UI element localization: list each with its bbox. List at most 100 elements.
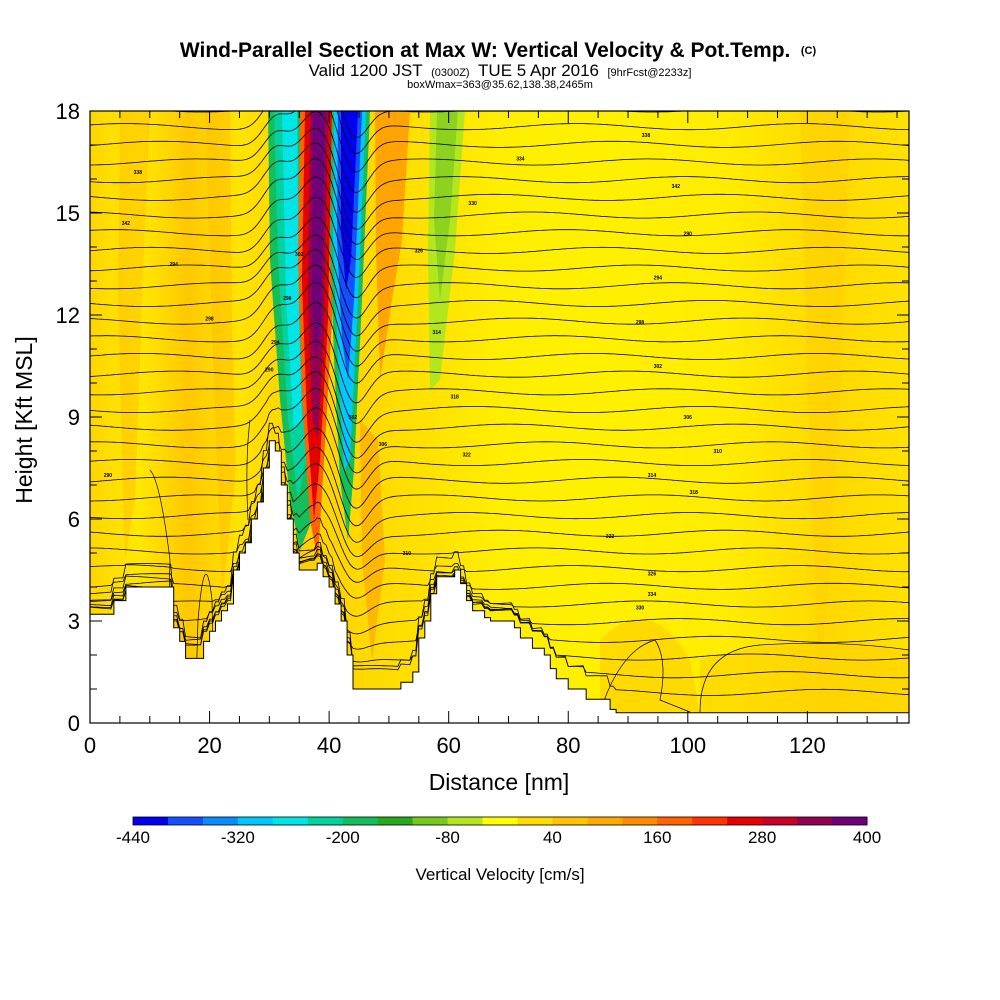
- colorbar-labels: -440 -320 -200 -80 40 160 280 400: [116, 828, 881, 847]
- colorbar-swatch: [307, 817, 344, 825]
- colorbar-swatch: [412, 817, 449, 825]
- theta-contour-label: 294: [271, 340, 280, 346]
- chart-title-group: Wind-Parallel Section at Max W: Vertical…: [180, 39, 817, 91]
- x-tick-label: 120: [789, 733, 826, 758]
- theta-contour-label: 314: [433, 330, 442, 336]
- theta-contour-label: 330: [636, 605, 645, 611]
- theta-contour-label: 298: [283, 296, 292, 302]
- velocity-contours: [149, 419, 909, 713]
- colorbar: [132, 816, 868, 826]
- x-tick-label: 100: [669, 733, 706, 758]
- theta-contour-line: [90, 322, 909, 404]
- y-tick-label: 6: [68, 507, 80, 532]
- theta-contour-line: [90, 249, 909, 337]
- theta-contour-line: [90, 476, 909, 650]
- chart-box-info: boxWmax=363@35.62,138.38,2465m: [407, 79, 593, 91]
- theta-contour-line: [90, 494, 909, 599]
- theta-contour-line: [90, 371, 909, 459]
- theta-contour-label: 290: [104, 473, 113, 479]
- theta-contour-line: [90, 111, 909, 194]
- colorbar-swatch: [342, 817, 379, 825]
- velocity-contour: [194, 574, 215, 713]
- theta-contour-label: 326: [415, 248, 424, 254]
- y-tick-label: 0: [68, 711, 80, 736]
- axis-ticks: [89, 110, 909, 724]
- y-tick-label: 15: [56, 201, 80, 226]
- x-tick-label: 60: [436, 733, 460, 758]
- y-tick-label: 18: [56, 99, 80, 124]
- theta-contour-label: 298: [636, 320, 645, 326]
- y-tick-labels: 0 3 6 9 12 15 18: [56, 99, 80, 736]
- weak-updraft-patch: [205, 111, 236, 600]
- downdraft-band: [282, 111, 302, 430]
- theta-contour-label: 302: [295, 252, 304, 258]
- theta-contour-label: 318: [690, 490, 699, 496]
- theta-contour-line: [90, 234, 909, 319]
- terrain: [90, 440, 909, 723]
- y-tick-label: 3: [68, 609, 80, 634]
- theta-contour-label: 294: [170, 262, 179, 268]
- downdraft-band-core: [434, 111, 458, 300]
- colorbar-label: -80: [435, 828, 460, 847]
- theta-contour-label: 306: [379, 442, 388, 448]
- colorbar-swatch: [657, 817, 693, 825]
- theta-contour-line: [90, 196, 909, 279]
- velocity-contour: [149, 469, 171, 641]
- weak-updraft-patch: [118, 111, 150, 560]
- colorbar-swatch: [202, 817, 239, 825]
- colorbar-swatch: [727, 817, 763, 825]
- theta-contour-line: [90, 447, 909, 527]
- colorbar-swatch: [482, 817, 518, 825]
- theta-contour-line: [90, 111, 909, 173]
- colorbar-swatch: [552, 817, 588, 825]
- x-axis-label: Distance [nm]: [429, 769, 570, 795]
- theta-contour-label: 322: [462, 452, 471, 458]
- x-tick-label: 0: [84, 733, 96, 758]
- theta-contour-label: 326: [648, 571, 657, 577]
- theta-contour-label: 290: [684, 231, 693, 237]
- y-tick-label: 9: [68, 405, 80, 430]
- theta-contours: [90, 111, 909, 696]
- theta-contour-label: 338: [642, 133, 651, 139]
- theta-contour-line: [90, 216, 909, 299]
- theta-contour-line: [90, 302, 909, 384]
- theta-contour-line: [90, 463, 909, 663]
- x-tick-label: 20: [197, 733, 221, 758]
- theta-contour-line: [90, 486, 909, 635]
- theta-contour-line: [90, 176, 909, 261]
- theta-contour-line: [90, 264, 909, 352]
- theta-contour-label: 342: [672, 184, 681, 190]
- colorbar-label: 400: [853, 828, 881, 847]
- theta-contour-line: [90, 356, 909, 443]
- theta-contour-line: [90, 493, 909, 617]
- theta-contour-label: 310: [403, 551, 412, 557]
- chart-subtitle: Valid 1200 JST (0300Z) TUE 5 Apr 2016 [9…: [309, 61, 692, 80]
- x-tick-label: 80: [556, 733, 580, 758]
- theta-contour-line: [90, 427, 909, 509]
- colorbar-swatch: [797, 817, 833, 825]
- colorbar-swatch: [587, 817, 623, 825]
- velocity-contour: [699, 642, 909, 713]
- weak-updraft-patch: [800, 111, 850, 700]
- theta-contour-line: [90, 407, 909, 490]
- theta-contour-line: [90, 422, 909, 696]
- theta-contour-line: [90, 142, 909, 230]
- theta-contour-line: [90, 471, 909, 558]
- theta-contour-label: 322: [606, 534, 615, 540]
- theta-contour-line: [90, 481, 909, 570]
- velocity-contour: [599, 639, 691, 713]
- theta-contour-label: 330: [468, 201, 477, 207]
- colorbar-swatch: [517, 817, 553, 825]
- colorbar-swatch: [237, 817, 274, 825]
- colorbar-frame: [132, 816, 868, 826]
- theta-contour-label: 342: [122, 221, 131, 227]
- contour-labels: 290 294 298 302 306 310 314 318 322 326 330 334 338 3…: [104, 133, 722, 612]
- theta-contour-label: 318: [450, 395, 459, 401]
- colorbar-swatch: [167, 817, 204, 825]
- colorbar-label: -440: [116, 828, 150, 847]
- updraft-patch: [375, 111, 410, 380]
- colorbar-swatch: [272, 817, 309, 825]
- colorbar-label: -320: [221, 828, 255, 847]
- theta-contour-label: 334: [648, 592, 657, 598]
- colorbar-swatch: [762, 817, 798, 825]
